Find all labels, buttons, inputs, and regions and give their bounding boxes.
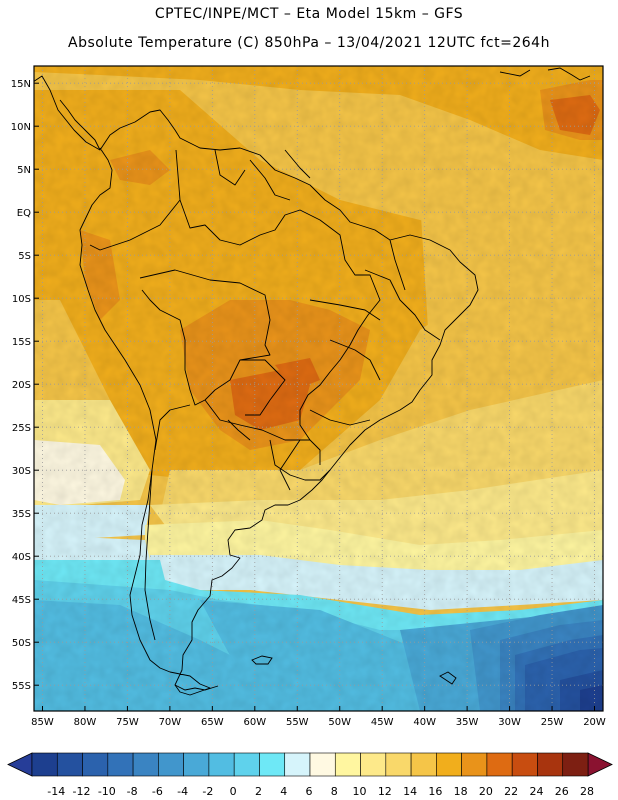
lat-label: EQ xyxy=(17,208,31,219)
lat-label: 55S xyxy=(12,681,31,692)
lat-label: 5S xyxy=(18,251,31,262)
colorbar-swatch xyxy=(360,752,387,777)
coastline xyxy=(34,75,479,696)
colorbar-label: -14 xyxy=(47,785,65,798)
lon-label: 50W xyxy=(328,717,351,728)
colorbar-label: 10 xyxy=(353,785,367,798)
colorbar-label: -8 xyxy=(127,785,138,798)
temperature-field xyxy=(34,66,603,711)
colorbar-label: 20 xyxy=(479,785,493,798)
lon-label: 35W xyxy=(456,717,479,728)
lon-label: 55W xyxy=(286,717,309,728)
colorbar-swatch xyxy=(208,752,235,777)
colorbar-swatch xyxy=(82,752,109,777)
colorbar-label: 4 xyxy=(280,785,287,798)
colorbar-high-arrow xyxy=(587,752,613,777)
lon-label: 40W xyxy=(413,717,436,728)
lat-label: 15N xyxy=(11,79,31,90)
colorbar-swatch xyxy=(537,752,564,777)
lat-label: 5N xyxy=(17,165,31,176)
colorbar-swatch xyxy=(284,752,311,777)
colorbar-swatch xyxy=(511,752,538,777)
map-subtitle: Absolute Temperature (C) 850hPa – 13/04/… xyxy=(68,35,550,51)
lon-label: 85W xyxy=(31,717,54,728)
lon-label: 30W xyxy=(498,717,521,728)
lon-label: 80W xyxy=(74,717,97,728)
colorbar-swatch xyxy=(259,752,286,777)
colorbar-swatch xyxy=(436,752,462,777)
colorbar-label: -6 xyxy=(152,785,163,798)
colorbar-label: 22 xyxy=(504,785,518,798)
lat-label: 50S xyxy=(12,638,31,649)
colorbar-label: 12 xyxy=(378,785,392,798)
islands xyxy=(174,67,591,691)
colorbar-swatch xyxy=(486,752,513,777)
lat-label: 20S xyxy=(12,380,31,391)
colorbar-label: 16 xyxy=(428,785,442,798)
colorbar-swatch xyxy=(158,752,184,777)
colorbar-swatch xyxy=(183,752,210,777)
colorbar-swatch xyxy=(410,752,437,777)
colorbar-swatch xyxy=(107,752,134,777)
lat-label: 30S xyxy=(12,466,31,477)
lat-label: 15S xyxy=(12,337,31,348)
colorbar-swatch xyxy=(385,752,412,777)
lon-label: 75W xyxy=(116,717,139,728)
lon-label: 60W xyxy=(243,717,266,728)
colorbar-swatch xyxy=(31,752,58,777)
colorbar-label: -2 xyxy=(202,785,213,798)
lat-label: 25S xyxy=(12,423,31,434)
lat-label: 40S xyxy=(12,552,31,563)
colorbar-swatch xyxy=(309,752,336,777)
colorbar-label: 26 xyxy=(555,785,569,798)
colorbar-low-arrow xyxy=(7,752,33,777)
colorbar-label: -12 xyxy=(73,785,91,798)
colorbar-label: 24 xyxy=(529,785,543,798)
lon-label: 45W xyxy=(371,717,394,728)
colorbar-label: 14 xyxy=(403,785,417,798)
colorbar-swatch xyxy=(56,752,83,777)
colorbar-label: 6 xyxy=(306,785,313,798)
lon-label: 70W xyxy=(159,717,182,728)
colorbar-swatch xyxy=(334,752,361,777)
colorbar: -14 -12 -10 -8 -6 -4 -2 0 2 4 6 8 10 12 14 16 18 20 22 24 26… xyxy=(7,752,613,798)
colorbar-label: -10 xyxy=(98,785,116,798)
colorbar-label: 8 xyxy=(331,785,338,798)
map-frame xyxy=(33,65,604,712)
lon-label: 25W xyxy=(541,717,564,728)
colorbar-swatch xyxy=(562,752,589,777)
lat-label: 45S xyxy=(12,595,31,606)
colorbar-swatch xyxy=(461,752,488,777)
lat-label: 10S xyxy=(12,294,31,305)
map-title: CPTEC/INPE/MCT – Eta Model 15km – GFS xyxy=(154,6,464,22)
colorbar-swatch xyxy=(132,752,159,777)
lon-label: 65W xyxy=(201,717,224,728)
colorbar-label: 0 xyxy=(230,785,237,798)
colorbar-label: 2 xyxy=(255,785,262,798)
lat-label: 10N xyxy=(11,122,31,133)
colorbar-label: -4 xyxy=(177,785,188,798)
colorbar-label: 28 xyxy=(580,785,594,798)
lon-label: 20W xyxy=(583,717,606,728)
colorbar-label: 18 xyxy=(454,785,468,798)
colorbar-swatch xyxy=(233,752,260,777)
lat-label: 35S xyxy=(12,509,31,520)
